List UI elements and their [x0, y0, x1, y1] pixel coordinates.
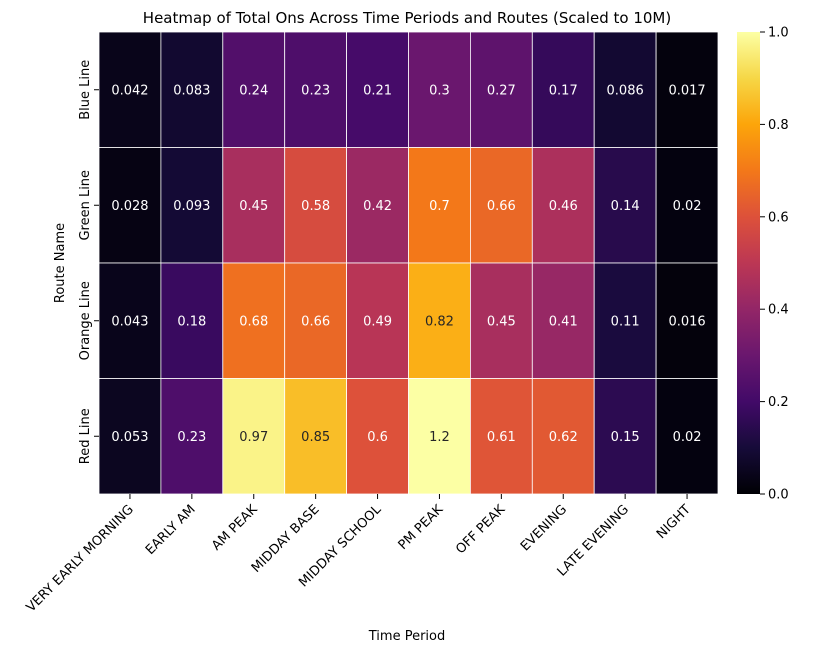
- heatmap-cell: [284, 147, 348, 264]
- heatmap-cell: [408, 31, 471, 148]
- x-tick-label: PM PEAK: [396, 502, 447, 553]
- heatmap-cell: [531, 147, 595, 264]
- heatmap-cell: [531, 31, 595, 148]
- cell-value-label: 0.042: [111, 83, 148, 98]
- colorbar-tick-label: 0.2: [768, 395, 789, 410]
- cell-value-label: 0.043: [111, 314, 148, 329]
- cell-value-label: 1.2: [429, 430, 450, 445]
- cell-value-label: 0.6: [367, 430, 388, 445]
- colorbar-tick-label: 0.4: [768, 303, 789, 318]
- x-axis-label: Time Period: [368, 629, 445, 644]
- heatmap-cell: [469, 378, 533, 495]
- cell-value-label: 0.02: [673, 199, 702, 214]
- y-tick-label: Blue Line: [78, 60, 93, 120]
- colorbar-gradient: [737, 32, 760, 494]
- x-tick-label: EARLY AM: [143, 502, 199, 558]
- y-tick-label: Red Line: [78, 408, 93, 464]
- x-tick-label: NIGHT: [654, 502, 694, 542]
- cell-value-label: 0.23: [177, 430, 206, 445]
- y-tick-label: Orange Line: [78, 281, 93, 360]
- cell-value-label: 0.02: [673, 430, 702, 445]
- heatmap-cell: [98, 31, 162, 148]
- cell-value-label: 0.42: [363, 199, 392, 214]
- heatmap-cell: [222, 262, 286, 379]
- cell-value-label: 0.68: [239, 314, 268, 329]
- heatmap-cell: [160, 147, 224, 264]
- cell-value-label: 0.97: [239, 430, 268, 445]
- heatmap-cell: [346, 378, 409, 495]
- cell-value-label: 0.46: [549, 199, 578, 214]
- colorbar: 0.0 0.2 0.4 0.6 0.8 1.0: [737, 26, 789, 503]
- heatmap-cell: [408, 147, 471, 264]
- heatmap-cell: [593, 147, 657, 264]
- cell-value-label: 0.45: [487, 314, 516, 329]
- x-tick-label: VERY EARLY MORNING: [24, 502, 137, 615]
- heatmap-cell: [469, 147, 533, 264]
- cell-value-label: 0.3: [429, 83, 450, 98]
- heatmap-cell: [655, 378, 719, 495]
- cell-value-label: 0.61: [487, 430, 516, 445]
- heatmap-cell: [284, 31, 348, 148]
- heatmap-cell: [469, 262, 533, 379]
- heatmap-cell: [531, 262, 595, 379]
- cell-value-label: 0.028: [111, 199, 148, 214]
- heatmap-cell: [655, 31, 719, 148]
- x-axis: VERY EARLY MORNING EARLY AM AM PEAKMIDDAY …: [24, 494, 694, 615]
- cell-value-label: 0.21: [363, 83, 392, 98]
- cell-value-label: 0.66: [301, 314, 330, 329]
- cell-value-label: 0.24: [239, 83, 268, 98]
- cell-value-label: 0.053: [111, 430, 148, 445]
- heatmap-cell: [531, 378, 595, 495]
- cell-value-label: 0.016: [668, 314, 705, 329]
- heatmap-cell: [160, 262, 224, 379]
- heatmap-cell: [655, 147, 719, 264]
- heatmap-cell: [593, 378, 657, 495]
- cell-value-label: 0.017: [668, 83, 705, 98]
- cell-value-label: 0.15: [611, 430, 640, 445]
- y-tick-label: Green Line: [78, 170, 93, 241]
- cell-value-label: 0.23: [301, 83, 330, 98]
- cell-value-label: 0.17: [549, 83, 578, 98]
- colorbar-tick-label: 1.0: [768, 26, 789, 41]
- x-tick-label: EVENING: [518, 502, 570, 554]
- heatmap-cell: [408, 378, 471, 495]
- cell-value-label: 0.58: [301, 199, 330, 214]
- cell-value-label: 0.66: [487, 199, 516, 214]
- colorbar-tick-label: 0.0: [768, 488, 789, 503]
- heatmap-cells: 0.042 0.083 0.24 0.23 0.21 0.3 0.27 0.17 0.086 0.…: [98, 31, 719, 495]
- heatmap-cell: [346, 147, 409, 264]
- y-axis: Blue Line Green Line Orange Line Red Line: [78, 60, 99, 464]
- cell-value-label: 0.086: [607, 83, 644, 98]
- heatmap-cell: [222, 31, 286, 148]
- heatmap-cell: [222, 147, 286, 264]
- cell-value-label: 0.62: [549, 430, 578, 445]
- heatmap-cell: [655, 262, 719, 379]
- heatmap-cell: [346, 262, 409, 379]
- cell-value-label: 0.093: [173, 199, 210, 214]
- x-tick-label: OFF PEAK: [453, 502, 508, 557]
- colorbar-tick-label: 0.8: [768, 118, 789, 133]
- cell-value-label: 0.083: [173, 83, 210, 98]
- cell-value-label: 0.14: [611, 199, 640, 214]
- cell-value-label: 0.49: [363, 314, 392, 329]
- heatmap-cell: [593, 262, 657, 379]
- x-tick-label: AM PEAK: [209, 502, 261, 554]
- heatmap-cell: [160, 31, 224, 148]
- colorbar-tick-label: 0.6: [768, 210, 789, 225]
- heatmap-cell: [98, 378, 162, 495]
- heatmap-cell: [346, 31, 409, 148]
- cell-value-label: 0.18: [177, 314, 206, 329]
- cell-value-label: 0.7: [429, 199, 450, 214]
- cell-value-label: 0.41: [549, 314, 578, 329]
- y-axis-label: Route Name: [53, 223, 68, 303]
- cell-value-label: 0.27: [487, 83, 516, 98]
- heatmap-cell: [98, 262, 162, 379]
- cell-value-label: 0.11: [611, 314, 640, 329]
- cell-value-label: 0.85: [301, 430, 330, 445]
- chart-title: Heatmap of Total Ons Across Time Periods…: [143, 9, 671, 27]
- cell-value-label: 0.45: [239, 199, 268, 214]
- cell-value-label: 0.82: [425, 314, 454, 329]
